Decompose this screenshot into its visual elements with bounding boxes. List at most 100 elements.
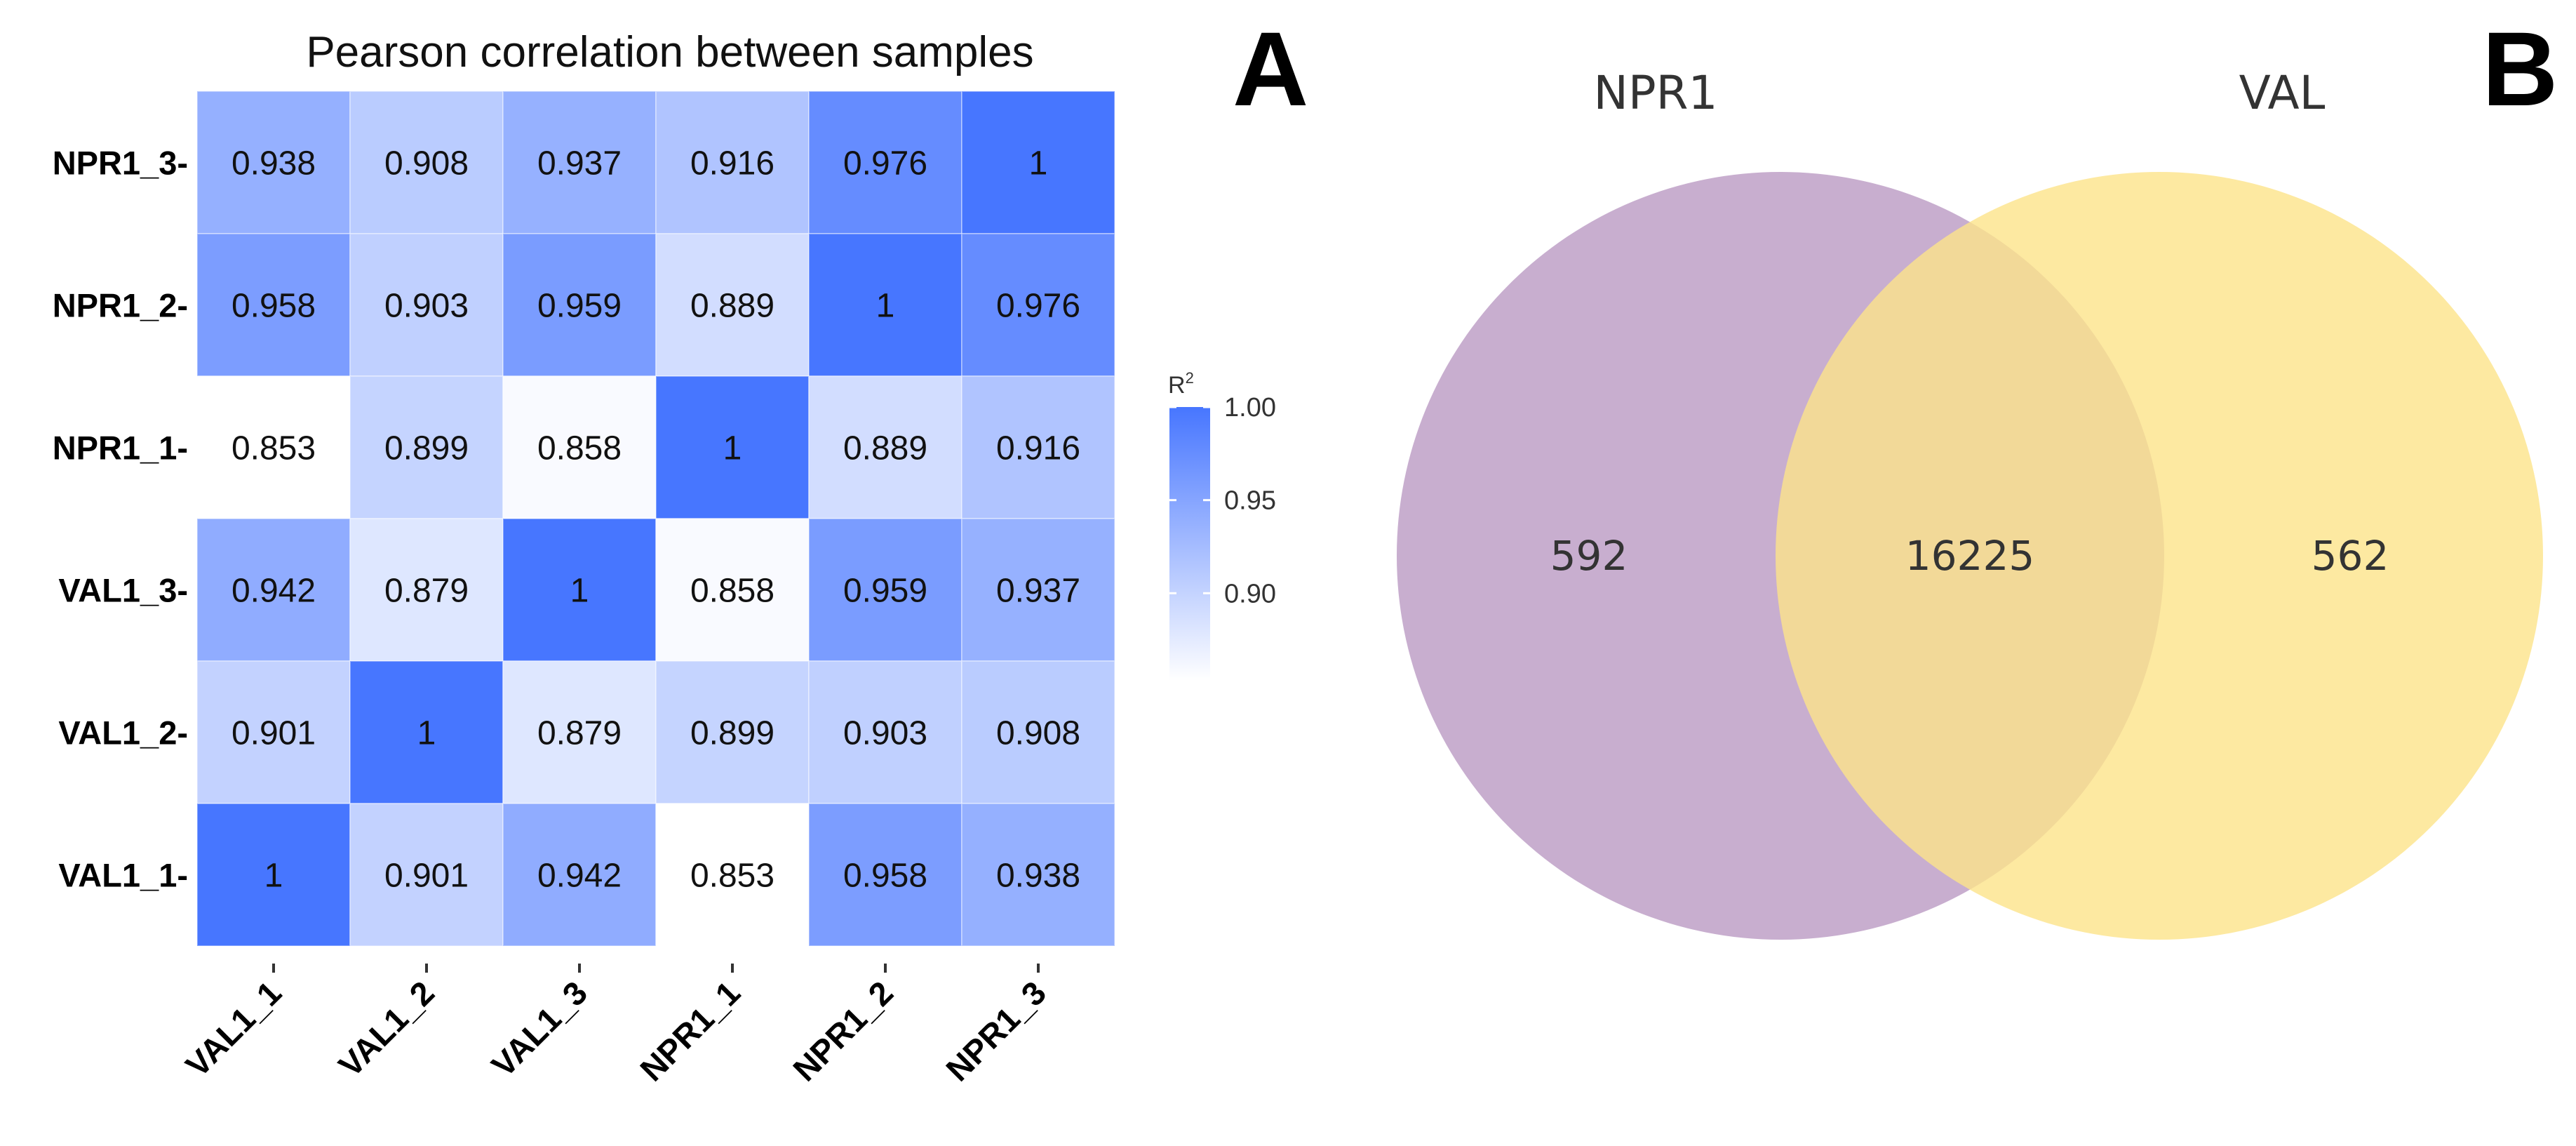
- heatmap-cell-label: 0.853: [232, 430, 316, 467]
- y-tick-label: NPR1_1-: [53, 429, 188, 467]
- heatmap-cell-label: 0.879: [384, 573, 469, 610]
- heatmap-cells: 0.938 0.908 0.937 0.916 0.976 1 0.958 0.903 0.95…: [196, 91, 1115, 947]
- heatmap-cell-VAL1_2-NPR1_3: [961, 660, 1115, 804]
- heatmap-cell-label: 1: [264, 858, 283, 895]
- heatmap-cell-VAL1_3-NPR1_2: [808, 518, 962, 662]
- heatmap-cell-label: 0.901: [384, 858, 469, 895]
- heatmap-cell-NPR1_2-NPR1_1: [655, 233, 810, 377]
- heatmap-cell-VAL1_1-NPR1_1: [655, 803, 810, 947]
- x-tick-label: VAL1_1: [178, 974, 288, 1084]
- venn-count-val-only: 562: [2312, 532, 2389, 580]
- heatmap-cell-VAL1_1-NPR1_2: [808, 803, 962, 947]
- heatmap-cell-NPR1_3-VAL1_3: [502, 91, 657, 234]
- heatmap-cell-NPR1_1-VAL1_3: [502, 375, 657, 519]
- heatmap-cell-VAL1_3-VAL1_2: [349, 518, 504, 662]
- y-tick-label: NPR1_3-: [53, 145, 188, 182]
- heatmap-cell-NPR1_3-NPR1_1: [655, 91, 810, 234]
- x-tick-label: VAL1_2: [331, 974, 441, 1084]
- x-tick-label: NPR1_3: [939, 974, 1053, 1088]
- heatmap-cell-label: 0.958: [232, 288, 316, 325]
- legend-tick-label: 0.95: [1224, 486, 1276, 516]
- legend-title: R2: [1168, 369, 1194, 399]
- heatmap-cell-VAL1_1-VAL1_1: [196, 803, 351, 947]
- legend-ticks: 1.00 0.95 0.90: [1169, 393, 1276, 608]
- heatmap-cell-label: 0.889: [690, 288, 774, 325]
- heatmap-cell-label: 0.903: [843, 715, 927, 752]
- legend-tick-label: 1.00: [1224, 393, 1276, 422]
- heatmap-cell-VAL1_3-NPR1_3: [961, 518, 1115, 662]
- heatmap-cell-label: 0.976: [843, 145, 927, 182]
- heatmap-cell-VAL1_3-NPR1_1: [655, 518, 810, 662]
- heatmap-col-labels: VAL1_1 VAL1_2 VAL1_3 NPR1_1 NPR1_2 NPR1_3: [178, 964, 1053, 1088]
- heatmap-cell-label: 0.958: [843, 858, 927, 895]
- panel-letter-b: B: [2482, 10, 2558, 128]
- heatmap-cell-label: 1: [570, 573, 589, 610]
- heatmap-cell-label: 0.901: [232, 715, 316, 752]
- heatmap-cell-label: 0.858: [537, 430, 622, 467]
- x-tick-label: VAL1_3: [484, 974, 594, 1084]
- venn-set-label-npr1: NPR1: [1593, 66, 1717, 120]
- y-tick-label: NPR1_2-: [53, 287, 188, 324]
- venn-panel: NPR1 VAL 592 16225 562 B: [1397, 10, 2558, 940]
- heatmap-cell-label: 0.959: [843, 573, 927, 610]
- heatmap-cell-label: 0.976: [996, 288, 1080, 325]
- y-tick-label: VAL1_1-: [58, 857, 188, 894]
- heatmap-cell-NPR1_1-VAL1_2: [349, 375, 504, 519]
- x-tick-label: NPR1_2: [786, 974, 900, 1088]
- heatmap-cell-label: 0.879: [537, 715, 622, 752]
- heatmap-cell-label: 0.899: [384, 430, 469, 467]
- heatmap-cell-label: 0.903: [384, 288, 469, 325]
- heatmap-cell-label: 0.853: [690, 858, 774, 895]
- venn-set-label-val: VAL: [2239, 66, 2326, 120]
- heatmap-cell-label: 0.916: [690, 145, 774, 182]
- heatmap-cell-VAL1_2-NPR1_2: [808, 660, 962, 804]
- heatmap-cell-label: 1: [723, 430, 742, 467]
- heatmap-cell-label: 0.938: [232, 145, 316, 182]
- heatmap-cell-label: 1: [417, 715, 436, 752]
- y-tick-label: VAL1_2-: [58, 714, 188, 752]
- heatmap-row-labels: NPR1_3- NPR1_2- NPR1_1- VAL1_3- VAL1_2- VAL1_…: [53, 145, 188, 894]
- heatmap-panel: Pearson correlation between samples 0.93…: [53, 10, 1309, 1088]
- heatmap-title: Pearson correlation between samples: [306, 28, 1033, 76]
- heatmap-cell-VAL1_3-VAL1_3: [502, 518, 657, 662]
- heatmap-cell-NPR1_3-NPR1_3: [961, 91, 1115, 234]
- heatmap-cell-label: 0.899: [690, 715, 774, 752]
- heatmap-cell-NPR1_1-VAL1_1: [196, 375, 351, 519]
- heatmap-cell-label: 0.942: [537, 858, 622, 895]
- heatmap-cell-VAL1_2-NPR1_1: [655, 660, 810, 804]
- heatmap-cell-label: 0.937: [996, 573, 1080, 610]
- color-legend: R2 1.00 0.95 0.90: [1168, 369, 1276, 681]
- heatmap-cell-label: 0.942: [232, 573, 316, 610]
- heatmap-cell-VAL1_1-NPR1_3: [961, 803, 1115, 947]
- heatmap-cell-label: 1: [1029, 145, 1048, 182]
- legend-tick-label: 0.90: [1224, 579, 1276, 608]
- heatmap-cell-label: 1: [876, 288, 895, 325]
- heatmap-cell-label: 0.889: [843, 430, 927, 467]
- heatmap-cell-NPR1_3-VAL1_1: [196, 91, 351, 234]
- x-tick-label: NPR1_1: [633, 974, 747, 1088]
- heatmap-cell-label: 0.916: [996, 430, 1080, 467]
- heatmap-cell-label: 0.908: [996, 715, 1080, 752]
- heatmap-cell-label: 0.937: [537, 145, 622, 182]
- venn-count-npr1-only: 592: [1550, 532, 1628, 580]
- heatmap-cell-VAL1_3-VAL1_1: [196, 518, 351, 662]
- heatmap-cell-NPR1_1-NPR1_2: [808, 375, 962, 519]
- heatmap-cell-NPR1_1-NPR1_3: [961, 375, 1115, 519]
- panel-letter-a: A: [1233, 10, 1308, 128]
- heatmap-cell-NPR1_2-VAL1_2: [349, 233, 504, 377]
- heatmap-cell-label: 0.908: [384, 145, 469, 182]
- legend-color-bar: [1169, 407, 1210, 681]
- y-tick-label: VAL1_3-: [58, 572, 188, 609]
- heatmap-cell-label: 0.858: [690, 573, 774, 610]
- heatmap-cell-VAL1_2-VAL1_1: [196, 660, 351, 804]
- heatmap-cell-label: 0.938: [996, 858, 1080, 895]
- heatmap-cell-NPR1_3-NPR1_2: [808, 91, 962, 234]
- venn-count-intersection: 16225: [1905, 532, 2035, 580]
- heatmap-cell-VAL1_2-VAL1_3: [502, 660, 657, 804]
- heatmap-cell-label: 0.959: [537, 288, 622, 325]
- heatmap-cell-NPR1_3-VAL1_2: [349, 91, 504, 234]
- venn-circle-val: [1776, 172, 2543, 940]
- heatmap-cell-NPR1_1-NPR1_1: [655, 375, 810, 519]
- heatmap-cell-NPR1_2-NPR1_3: [961, 233, 1115, 377]
